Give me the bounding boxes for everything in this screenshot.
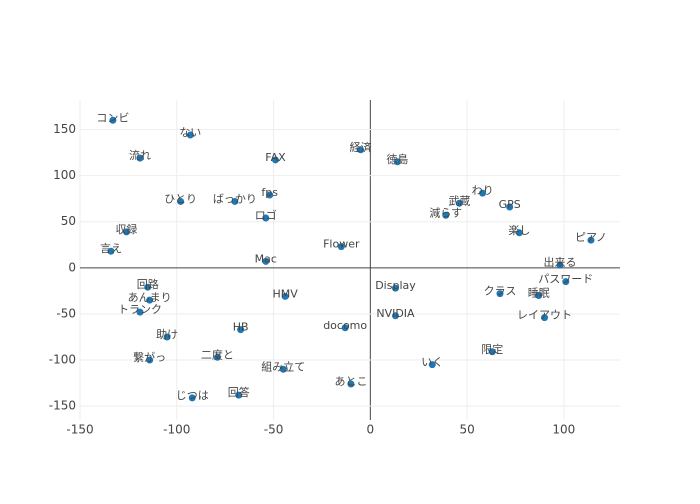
point-label: 回答 (228, 385, 250, 399)
point (271, 156, 279, 164)
point (479, 189, 487, 197)
point-label: ばっかり (213, 192, 257, 205)
x-tick-label: 100 (552, 423, 575, 437)
point (231, 197, 239, 205)
point-label: トランク (118, 303, 162, 316)
point (337, 243, 345, 251)
point (535, 292, 543, 300)
point-label: ピアノ (575, 231, 607, 244)
point (428, 361, 436, 369)
point-label: 武蔵 (448, 194, 470, 207)
point-label: Flower (323, 238, 360, 251)
point (122, 228, 130, 236)
point (235, 391, 243, 399)
point-label: 助け (156, 327, 178, 341)
point-label: 出来る (544, 255, 577, 269)
point (136, 308, 144, 316)
point-label: 流れ (129, 148, 151, 162)
point (515, 229, 523, 237)
x-tick-label: -150 (66, 423, 93, 437)
point-label: HB (233, 321, 249, 334)
point-label: ひとり (164, 192, 197, 205)
point (488, 348, 496, 356)
y-tick-label: -150 (49, 399, 76, 413)
y-tick-label: -100 (49, 353, 76, 367)
point (541, 314, 549, 322)
y-tick-label: 150 (53, 122, 76, 136)
x-tick-label: -100 (163, 423, 190, 437)
point (281, 292, 289, 300)
x-tick-label: 50 (459, 423, 474, 437)
point-label: ロゴ (255, 208, 277, 222)
y-tick-label: 100 (53, 168, 76, 182)
point (506, 203, 514, 211)
point (391, 284, 399, 292)
point (587, 236, 595, 244)
point-label: あんまり (128, 291, 172, 304)
point-label: Mac (255, 252, 277, 265)
point (237, 326, 245, 334)
y-tick-label: -50 (56, 306, 76, 320)
y-tick-label: 0 (68, 260, 76, 274)
y-tick-label: 50 (61, 214, 76, 228)
point (496, 290, 504, 298)
point (188, 394, 196, 402)
point-label: 収録 (115, 222, 137, 236)
point-label: docomo (323, 319, 367, 332)
point-label: 言え (100, 242, 122, 255)
point-label: パスワード (538, 273, 593, 286)
point (455, 199, 463, 207)
point (144, 283, 152, 291)
point (107, 247, 115, 255)
point-label: 組み立て (261, 359, 305, 373)
point-label: 減らす (429, 205, 462, 219)
point (562, 278, 570, 286)
point-label: HMV (273, 287, 299, 300)
point (357, 146, 365, 154)
point (163, 333, 171, 341)
point-label: FAX (265, 151, 286, 164)
point-label: レイアウト (517, 309, 572, 322)
point-label: あとこ (334, 375, 367, 388)
x-tick-label: 0 (367, 423, 375, 437)
point-label: 回路 (137, 278, 159, 291)
point-label: 楽し (508, 224, 530, 237)
point-label: じつは (176, 389, 209, 402)
point (347, 380, 355, 388)
point (213, 353, 221, 361)
point-label: Display (375, 279, 416, 292)
point (266, 191, 274, 199)
point (341, 324, 349, 332)
point-label: 繋がっ (133, 350, 166, 364)
point (442, 211, 450, 219)
point-label: クラス (484, 285, 517, 298)
point (177, 197, 185, 205)
point (279, 365, 287, 373)
point-label: 経済 (350, 140, 372, 154)
point (146, 356, 154, 364)
point (262, 214, 270, 222)
point-label: いく (421, 356, 443, 369)
point-label: コンビ (96, 111, 129, 124)
point (146, 296, 154, 304)
point-label: GPS (499, 198, 521, 211)
point (556, 261, 564, 269)
point-label: NVIDIA (376, 307, 415, 320)
point (262, 257, 270, 265)
point (393, 158, 401, 166)
point-label: わり (472, 184, 494, 197)
x-tick-label: -50 (264, 423, 284, 437)
point (109, 116, 117, 124)
point-label: 睡眠 (528, 287, 550, 300)
point-label: ない (179, 126, 201, 139)
point (186, 131, 194, 139)
point-label: 二度と (201, 347, 234, 361)
point-label: 徳島 (386, 152, 408, 166)
point (136, 154, 144, 162)
point-label: 限定 (481, 342, 503, 356)
point (391, 312, 399, 320)
point-label: fps (261, 186, 278, 199)
